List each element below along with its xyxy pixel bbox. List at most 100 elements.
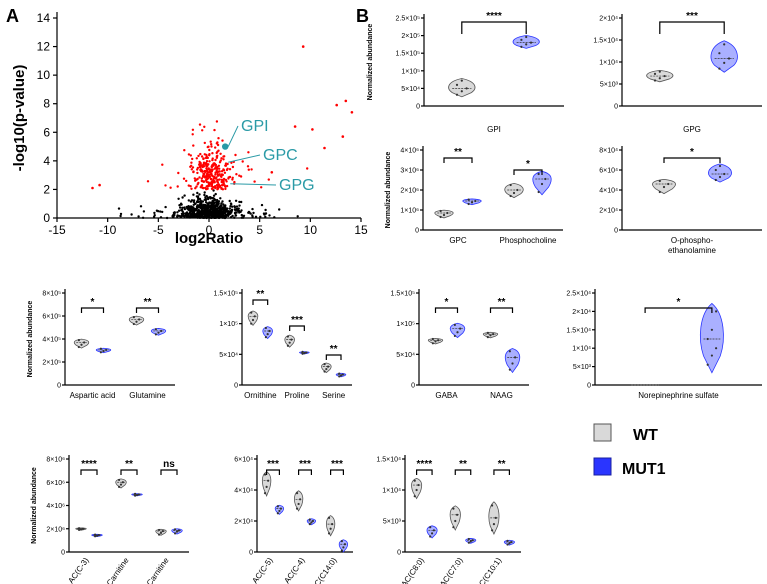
volcano-point-ns [220, 204, 223, 207]
y-tick-label: 1.5×10⁵ [390, 291, 415, 298]
data-point-mut [710, 354, 714, 357]
volcano-point-sig [199, 168, 203, 171]
volcano-point-sig [223, 184, 226, 187]
data-point-mut [303, 352, 306, 355]
volcano-point-ns [229, 202, 233, 205]
significance-label: ** [498, 459, 506, 470]
volcano-point-ns [198, 193, 201, 196]
significance-label: * [91, 297, 95, 308]
significance-bracket [493, 469, 510, 475]
y-tick-label: 1×10⁶ [400, 208, 419, 215]
y-tick-label: 5×10⁴ [401, 86, 420, 93]
y-tick-label: 5×10³ [600, 82, 619, 89]
volcano-point-sig [218, 161, 222, 164]
category-label: O-phospho- [671, 236, 714, 245]
volcano-point-sig [216, 143, 220, 147]
data-point-wt [653, 79, 657, 82]
volcano-point-sig [200, 164, 203, 167]
volcano-y-tick-label: 8 [43, 97, 50, 111]
volcano-y-tick-label: 4 [43, 154, 50, 168]
y-tick-label: 1.5×10⁵ [395, 51, 420, 58]
volcano-point-sig [91, 186, 94, 190]
volcano-point-sig [216, 188, 219, 191]
significance-label: * [445, 297, 449, 308]
volcano-point-sig [198, 176, 201, 179]
data-point-mut [154, 328, 157, 331]
data-point-mut [160, 329, 163, 333]
category-label: AC(C8:0) [399, 556, 426, 584]
data-point-wt [286, 344, 290, 347]
volcano-point-ns [234, 209, 237, 212]
data-point-mut [723, 61, 726, 64]
data-point-wt [413, 479, 416, 482]
volcano-point-ns [188, 211, 192, 215]
volcano-point-sig [176, 185, 179, 188]
volcano-y-tick-label: 2 [43, 182, 50, 196]
data-point-wt [455, 83, 459, 86]
significance-label: ** [498, 297, 506, 308]
data-point-mut [308, 518, 311, 521]
y-tick-label: 1.5×10⁵ [213, 291, 238, 298]
volcano-point-ns [226, 207, 229, 210]
volcano-point-ns [218, 211, 222, 214]
volcano-point-ns [196, 204, 199, 207]
data-point-mut [715, 310, 718, 313]
significance-bracket [80, 469, 98, 475]
data-point-mut [102, 349, 105, 353]
y-tick-label: 1.5×10⁴ [566, 327, 591, 334]
violin-wt [449, 505, 461, 531]
data-point-wt [490, 529, 494, 532]
volcano-point-ns [240, 200, 243, 204]
volcano-point-ns [222, 211, 226, 215]
category-label: AC(C7:0) [438, 556, 465, 584]
volcano-point-ns [203, 193, 206, 197]
violin-mut [274, 504, 285, 515]
violin-wt [325, 515, 336, 537]
volcano-point-sig [214, 173, 217, 176]
data-point-mut [301, 350, 304, 353]
data-point-wt [157, 533, 161, 536]
volcano-point-ns [202, 206, 206, 210]
volcano-point-ns [238, 204, 241, 207]
volcano-point-ns [199, 204, 202, 207]
volcano-point-ns [186, 207, 189, 210]
volcano-point-sig [219, 175, 222, 178]
data-point-wt [452, 526, 455, 529]
volcano-point-sig [216, 180, 219, 183]
data-point-wt [326, 365, 330, 368]
panel-aa3: 0 5×10⁴ 1×10⁵ 1.5×10⁵ GABA * NAAG ** [390, 289, 529, 400]
data-point-wt [658, 190, 661, 194]
data-point-wt [454, 519, 457, 523]
data-point-mut [508, 542, 511, 545]
volcano-point-sig [215, 120, 219, 123]
y-tick-label: 6×10⁵ [42, 314, 61, 321]
category-label: Ornithine [244, 391, 277, 400]
significance-bracket [289, 325, 305, 331]
volcano-point-sig [197, 154, 200, 158]
volcano-point-ns [176, 211, 179, 214]
data-point-wt [81, 527, 85, 530]
data-point-wt [286, 335, 290, 338]
data-point-mut [304, 351, 308, 354]
category-label: Carnitine [105, 556, 131, 584]
volcano-point-ns [189, 205, 193, 208]
data-point-wt [263, 492, 267, 495]
volcano-point-sig [226, 167, 229, 170]
volcano-point-ns [262, 212, 266, 215]
y-tick-label: 2×10⁴ [599, 208, 618, 215]
volcano-point-ns [219, 208, 223, 212]
significance-bracket [416, 469, 433, 475]
significance-label: **** [486, 11, 502, 22]
volcano-point-sig [195, 157, 198, 160]
volcano-point-sig [217, 183, 220, 186]
volcano-point-sig [211, 152, 214, 155]
data-point-wt [323, 370, 326, 373]
y-tick-label: 2×10⁶ [400, 188, 419, 195]
data-point-mut [537, 190, 540, 194]
data-point-wt [135, 320, 138, 323]
volcano-point-sig [191, 133, 194, 136]
legend: WT MUT1 [593, 423, 666, 478]
data-point-wt [415, 488, 418, 492]
y-tick-label: 8×10⁶ [46, 457, 65, 464]
volcano-point-sig [207, 163, 210, 166]
